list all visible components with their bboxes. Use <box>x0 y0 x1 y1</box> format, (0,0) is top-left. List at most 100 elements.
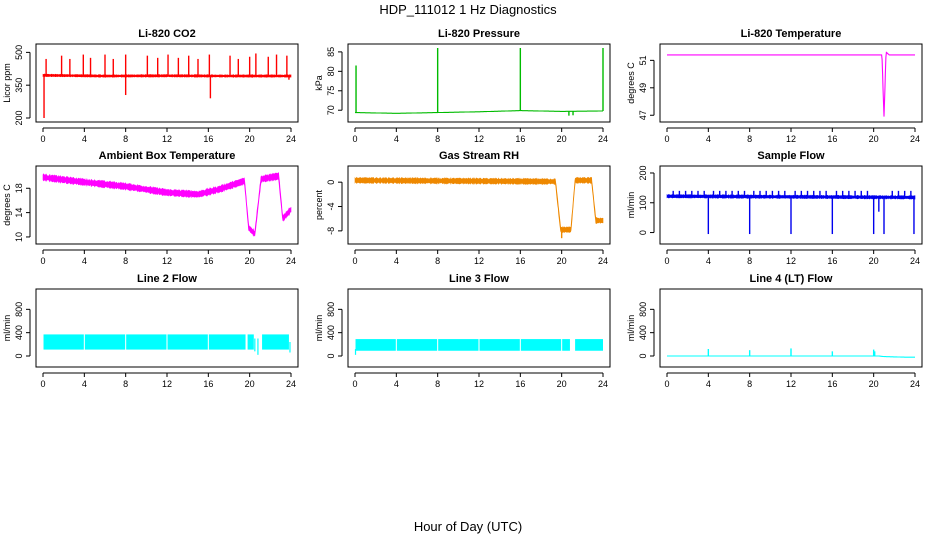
chart-title: Ambient Box Temperature <box>99 150 236 162</box>
y-axis-label: percent <box>314 189 324 220</box>
data-block <box>262 334 289 350</box>
y-tick-label: 0 <box>638 230 648 235</box>
chart-panel-3: Ambient Box Temperature degrees C 0 4 8 12 16 2… <box>2 150 299 266</box>
plot-frame <box>659 43 923 123</box>
y-tick-label: 18 <box>14 183 24 193</box>
x-tick-label: 4 <box>82 134 87 144</box>
x-tick-label: 0 <box>664 134 669 144</box>
chart-title: Line 2 Flow <box>137 273 197 285</box>
y-axis-label: ml/min <box>626 192 636 219</box>
chart-title: Line 3 Flow <box>449 273 509 285</box>
y-tick-label: 0 <box>638 353 648 358</box>
x-tick-label: 8 <box>435 379 440 389</box>
data-layer <box>355 48 604 116</box>
x-tick-label: 12 <box>474 134 484 144</box>
x-tick-label: 24 <box>286 134 296 144</box>
y-tick-label: -8 <box>326 227 336 235</box>
y-tick-label: 80 <box>326 66 336 76</box>
y-tick-label: 200 <box>14 110 24 125</box>
x-tick-label: 20 <box>869 134 879 144</box>
x-tick-label: 24 <box>910 134 920 144</box>
y-tick-label: 75 <box>326 86 336 96</box>
data-block <box>396 339 438 351</box>
x-tick-label: 16 <box>515 134 525 144</box>
x-tick-label: 16 <box>203 256 213 266</box>
data-block <box>84 334 126 350</box>
plot-frame <box>35 43 299 123</box>
data-layer <box>666 190 916 235</box>
chart-title: Li-820 CO2 <box>138 28 195 40</box>
x-tick-label: 0 <box>40 134 45 144</box>
plot-frame <box>659 165 923 245</box>
x-tick-label: 24 <box>598 134 608 144</box>
x-tick-label: 4 <box>394 379 399 389</box>
y-tick-label: 100 <box>638 195 648 210</box>
y-tick-label: 85 <box>326 47 336 57</box>
y-tick-label: 70 <box>326 105 336 115</box>
chart-title: Sample Flow <box>757 150 825 162</box>
x-tick-label: 4 <box>706 379 711 389</box>
y-axis-label: kPa <box>314 75 324 91</box>
x-tick-label: 20 <box>245 134 255 144</box>
y-tick-label: 51 <box>638 55 648 65</box>
x-tick-label: 24 <box>910 379 920 389</box>
y-tick-label: 14 <box>14 208 24 218</box>
y-tick-label: -4 <box>326 203 336 211</box>
x-tick-label: 16 <box>203 379 213 389</box>
x-tick-label: 8 <box>435 256 440 266</box>
data-line <box>667 51 915 117</box>
chart-panel-0: Li-820 CO2 Licor ppm 0 4 8 12 16 20 24 200 350 500 <box>2 28 299 144</box>
y-tick-label: 800 <box>14 302 24 317</box>
plot-frame <box>347 165 611 245</box>
x-tick-label: 8 <box>747 256 752 266</box>
x-tick-label: 16 <box>515 256 525 266</box>
data-band <box>42 73 292 78</box>
data-layer <box>667 51 915 117</box>
x-axis-label: Hour of Day (UTC) <box>414 519 522 534</box>
x-tick-label: 8 <box>435 134 440 144</box>
x-tick-label: 0 <box>40 379 45 389</box>
y-tick-label: 500 <box>14 45 24 60</box>
plot-frame <box>347 43 611 123</box>
data-band <box>42 172 292 237</box>
plot-frame <box>35 288 299 368</box>
x-tick-label: 0 <box>352 134 357 144</box>
chart-panel-5: Sample Flow ml/min 0 4 8 12 16 20 24 0 100 200 <box>626 150 923 266</box>
data-line <box>355 110 603 114</box>
y-axis-label: ml/min <box>2 315 12 342</box>
x-tick-label: 16 <box>827 256 837 266</box>
x-tick-label: 4 <box>394 256 399 266</box>
x-tick-label: 8 <box>123 134 128 144</box>
y-tick-label: 800 <box>326 302 336 317</box>
x-tick-label: 4 <box>706 134 711 144</box>
x-tick-label: 20 <box>245 256 255 266</box>
x-tick-label: 12 <box>162 379 172 389</box>
y-tick-label: 0 <box>326 180 336 185</box>
data-block <box>575 339 603 351</box>
chart-title: Line 4 (LT) Flow <box>750 273 833 285</box>
x-tick-label: 24 <box>286 256 296 266</box>
plot-frame <box>659 288 923 368</box>
x-tick-label: 16 <box>827 379 837 389</box>
y-tick-label: 400 <box>14 325 24 340</box>
x-tick-label: 0 <box>664 379 669 389</box>
plot-frame <box>347 288 611 368</box>
y-axis-label: Licor ppm <box>2 63 12 103</box>
x-tick-label: 12 <box>474 379 484 389</box>
data-layer <box>354 176 604 239</box>
x-tick-label: 12 <box>786 134 796 144</box>
data-block <box>247 334 254 350</box>
data-layer <box>354 339 603 355</box>
x-tick-label: 12 <box>786 256 796 266</box>
y-tick-label: 200 <box>638 165 648 180</box>
data-block <box>562 339 570 351</box>
data-block <box>126 334 167 350</box>
x-tick-label: 24 <box>910 256 920 266</box>
data-block <box>355 339 396 351</box>
chart-title: Gas Stream RH <box>439 150 519 162</box>
x-tick-label: 24 <box>598 379 608 389</box>
y-tick-label: 400 <box>638 325 648 340</box>
x-tick-label: 4 <box>82 256 87 266</box>
